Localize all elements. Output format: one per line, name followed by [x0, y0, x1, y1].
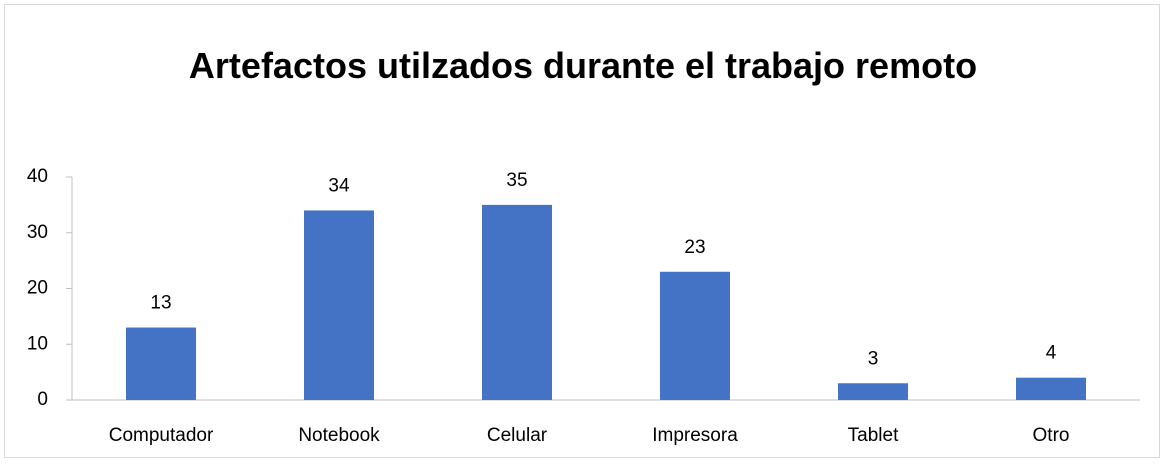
bar	[126, 327, 196, 400]
bar	[304, 210, 374, 400]
data-label: 3	[868, 348, 879, 369]
bar	[482, 204, 552, 400]
x-tick-label: Celular	[487, 425, 548, 446]
y-tick-label: 0	[37, 389, 48, 410]
chart-title: Artefactos utilzados durante el trabajo …	[188, 45, 978, 86]
x-tick-label: Impresora	[652, 425, 738, 446]
data-label: 23	[684, 237, 705, 258]
bar	[838, 383, 908, 400]
data-label: 4	[1046, 343, 1057, 364]
bar	[1016, 377, 1086, 400]
x-tick-label: Otro	[1033, 425, 1070, 446]
y-tick-label: 10	[27, 333, 48, 354]
bar	[660, 271, 730, 400]
x-tick-label: Notebook	[298, 425, 380, 446]
y-tick-label: 40	[27, 166, 48, 187]
x-tick-label: Computador	[109, 425, 214, 446]
y-tick-label: 30	[27, 222, 48, 243]
x-tick-label: Tablet	[848, 425, 899, 446]
y-tick-label: 20	[27, 278, 48, 299]
data-label: 34	[328, 175, 350, 196]
data-label: 35	[506, 170, 527, 191]
data-label: 13	[150, 293, 171, 314]
chart-border	[4, 4, 1160, 458]
